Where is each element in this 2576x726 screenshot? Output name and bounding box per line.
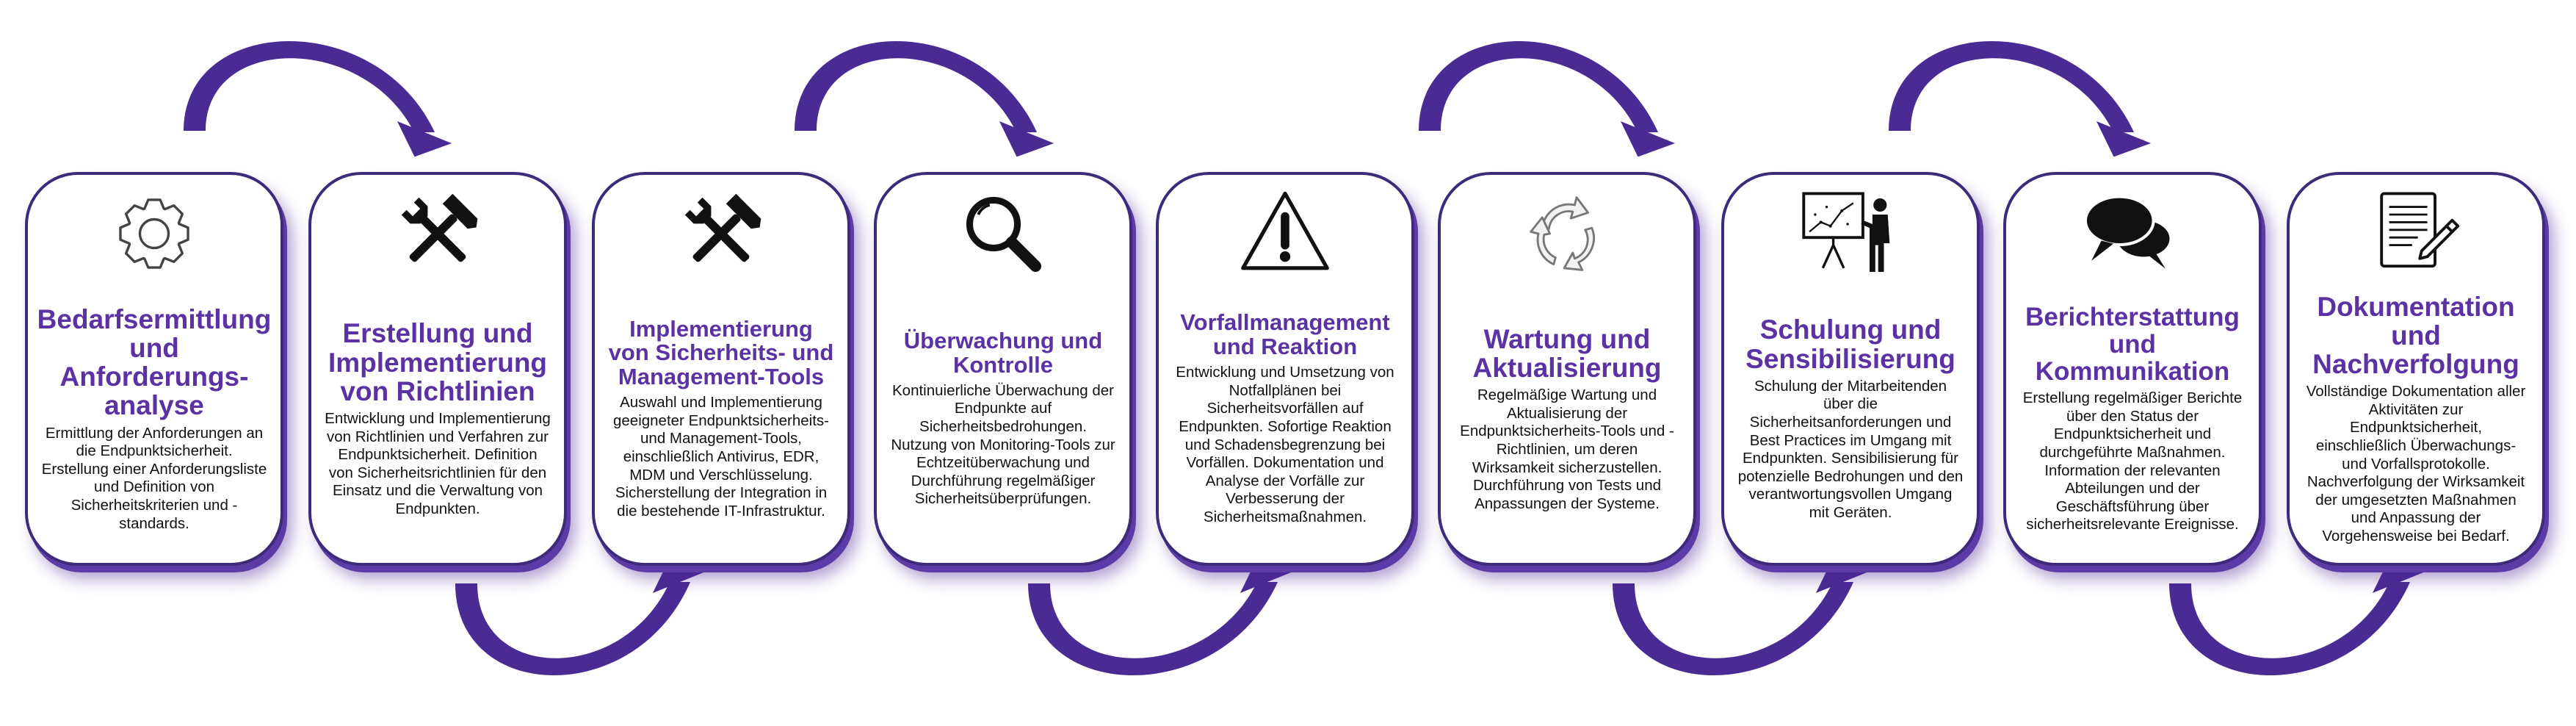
arrow-7-to-8 — [1889, 40, 2152, 157]
step-description: Auswahl und Implementierung geeigneter E… — [612, 394, 830, 520]
arrow-8-to-9 — [2169, 557, 2428, 676]
step-title: Überwachung und Kontrolle — [903, 328, 1103, 378]
hammer-wrench-icon — [383, 182, 493, 285]
step-title: Erstellung und Implementierung von Richt… — [328, 318, 548, 406]
step-card-9: Dokumentation und Nachverfolgung Vollstä… — [2287, 172, 2545, 566]
step-card-6: Wartung und Aktualisierung Regelmäßige W… — [1438, 172, 1696, 566]
arrow-2-to-3 — [455, 557, 708, 676]
step-card-2: Erstellung und Implementierung von Richt… — [308, 172, 567, 566]
step-title: Bedarfsermittlung und Anforderungs-analy… — [37, 303, 272, 421]
step-description: Erstellung regelmäßiger Berichte über de… — [2022, 389, 2243, 533]
cycle-icon — [1512, 182, 1622, 285]
step-description: Regelmäßige Wartung und Aktualisierung d… — [1460, 387, 1674, 512]
arrow-3-to-4 — [795, 40, 1054, 157]
warning-icon — [1230, 182, 1340, 285]
step-card-8: Berichterstattung und Kommunikation Erst… — [2003, 172, 2262, 566]
arrow-6-to-7 — [1613, 557, 1871, 676]
step-title: Wartung und Aktualisierung — [1472, 323, 1662, 383]
step-title: Berichterstattung und Kommunikation — [2025, 302, 2240, 387]
step-description: Ermittlung der Anforderungen an die Endp… — [41, 424, 267, 532]
document-pen-icon — [2361, 182, 2471, 285]
step-card-7: Schulung und Sensibilisierung Schulung d… — [1721, 172, 1980, 566]
presentation-icon — [1795, 182, 1906, 285]
step-title: Dokumentation und Nachverfolgung — [2312, 291, 2519, 379]
step-card-4: Überwachung und Kontrolle Kontinuierlich… — [874, 172, 1132, 566]
step-card-1: Bedarfsermittlung und Anforderungs-analy… — [25, 172, 283, 566]
step-title: Schulung und Sensibilisierung — [1745, 315, 1955, 374]
arrow-5-to-6 — [1419, 40, 1676, 157]
step-description: Schulung der Mitarbeitenden über die Sic… — [1737, 377, 1964, 521]
arrow-4-to-5 — [1028, 557, 1295, 676]
step-card-5: Vorfallmanagement und Reaktion Entwicklu… — [1156, 172, 1414, 566]
arrow-1-to-2 — [184, 40, 452, 157]
step-title: Implementierung von Sicherheits- und Man… — [608, 315, 834, 390]
step-description: Vollständige Dokumentation aller Aktivit… — [2306, 383, 2526, 544]
step-title: Vorfallmanagement und Reaktion — [1180, 309, 1390, 360]
magnifier-icon — [948, 182, 1058, 285]
gear-icon — [99, 182, 209, 285]
step-card-3: Implementierung von Sicherheits- und Man… — [592, 172, 850, 566]
step-description: Entwicklung und Implementierung von Rich… — [325, 410, 551, 518]
step-description: Entwicklung und Umsetzung von Notfallplä… — [1176, 364, 1394, 525]
speech-bubbles-icon — [2077, 182, 2188, 285]
hammer-wrench-icon — [666, 182, 776, 285]
step-description: Kontinuierliche Überwachung der Endpunkt… — [891, 381, 1115, 508]
